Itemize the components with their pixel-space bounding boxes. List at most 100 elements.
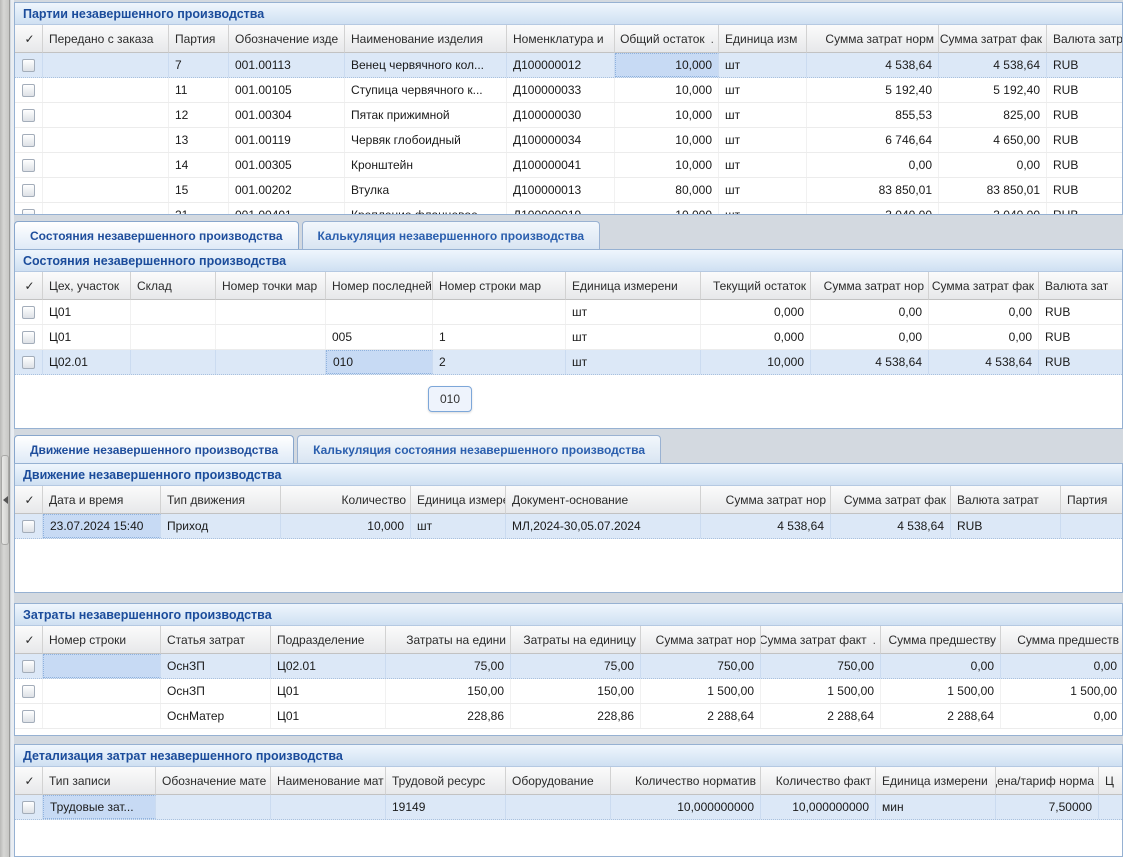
- table-cell[interactable]: 2 288,64: [761, 704, 881, 728]
- table-cell[interactable]: [43, 679, 161, 703]
- table-cell[interactable]: шт: [566, 300, 701, 324]
- table-cell[interactable]: 150,00: [511, 679, 641, 703]
- table-row[interactable]: ОснЗП Ц01 150,00 150,00 1 500,00 1 500,00 1 50…: [15, 679, 1122, 704]
- table-cell[interactable]: 7: [169, 53, 229, 77]
- table-row[interactable]: ОснЗП Ц02.01 75,00 75,00 750,00 750,00 0,00 0,0…: [15, 654, 1122, 679]
- table-cell[interactable]: 4 538,64: [939, 53, 1047, 77]
- table-cell[interactable]: шт: [719, 103, 807, 127]
- table-cell[interactable]: 0,00: [811, 300, 929, 324]
- table-cell[interactable]: 0,00: [1001, 704, 1122, 728]
- table-cell[interactable]: 228,86: [511, 704, 641, 728]
- table-cell[interactable]: 80,000: [615, 178, 719, 202]
- table-cell[interactable]: 2 288,64: [881, 704, 1001, 728]
- row-checkbox[interactable]: [22, 133, 35, 147]
- table-cell[interactable]: 1 500,00: [1001, 679, 1122, 703]
- table-cell[interactable]: RUB: [1047, 203, 1122, 214]
- table-cell[interactable]: 4 538,64: [701, 514, 831, 538]
- table-row[interactable]: 11 001.00105 Ступица червячного к... Д10000…: [15, 78, 1122, 103]
- table-cell[interactable]: 13: [169, 128, 229, 152]
- table-cell[interactable]: 6 746,64: [807, 128, 939, 152]
- column-header[interactable]: Сумма затрат фак: [929, 272, 1039, 300]
- table-cell[interactable]: шт: [719, 178, 807, 202]
- row-checkbox[interactable]: [22, 83, 35, 97]
- table-cell[interactable]: RUB: [1039, 350, 1122, 374]
- select-all-header[interactable]: ✓: [15, 626, 43, 654]
- table-row[interactable]: Ц02.01 010 2 шт 10,000 4 538,64 4 538,64 RUB: [15, 350, 1122, 375]
- table-cell[interactable]: 10,000000000: [761, 795, 876, 819]
- table-cell[interactable]: Трудовые зат...: [43, 795, 156, 819]
- column-header[interactable]: Передано с заказа: [43, 25, 169, 53]
- column-header[interactable]: Партия: [1061, 486, 1122, 514]
- column-header[interactable]: Номер строки мар: [433, 272, 566, 300]
- table-cell[interactable]: Д100000034: [507, 128, 615, 152]
- table-cell[interactable]: [131, 325, 216, 349]
- column-header[interactable]: Наименование мат: [271, 767, 386, 795]
- table-row[interactable]: 7 001.00113 Венец червячного кол... Д100000…: [15, 53, 1122, 78]
- table-cell[interactable]: 2: [433, 350, 566, 374]
- table-cell[interactable]: 0,00: [881, 654, 1001, 678]
- table-cell[interactable]: 10,000: [615, 103, 719, 127]
- row-checkbox[interactable]: [22, 355, 35, 369]
- table-cell[interactable]: [216, 300, 326, 324]
- table-cell[interactable]: 5 192,40: [807, 78, 939, 102]
- table-cell[interactable]: [216, 325, 326, 349]
- table-cell[interactable]: RUB: [1047, 53, 1122, 77]
- table-cell[interactable]: 4 650,00: [939, 128, 1047, 152]
- table-cell[interactable]: RUB: [951, 514, 1061, 538]
- table-cell[interactable]: 10,000000000: [611, 795, 761, 819]
- table-cell[interactable]: Крепление фланцевое: [345, 203, 507, 214]
- table-cell[interactable]: шт: [719, 153, 807, 177]
- table-cell[interactable]: 11: [169, 78, 229, 102]
- table-row[interactable]: ОснМатер Ц01 228,86 228,86 2 288,64 2 288,64 2…: [15, 704, 1122, 729]
- table-cell[interactable]: ОснМатер: [161, 704, 271, 728]
- table-cell[interactable]: Д100000012: [507, 53, 615, 77]
- table-cell[interactable]: [43, 153, 169, 177]
- table-cell[interactable]: мин: [876, 795, 996, 819]
- column-header[interactable]: Сумма затрат нор: [641, 626, 761, 654]
- table-cell[interactable]: 75,00: [386, 654, 511, 678]
- table-cell[interactable]: 855,53: [807, 103, 939, 127]
- table-cell[interactable]: 19149: [386, 795, 506, 819]
- table-cell[interactable]: 001.00105: [229, 78, 345, 102]
- table-cell[interactable]: шт: [719, 78, 807, 102]
- table-cell[interactable]: Ц01: [271, 679, 386, 703]
- table-cell[interactable]: 0,000: [701, 300, 811, 324]
- table-cell[interactable]: Ц02.01: [271, 654, 386, 678]
- table-cell[interactable]: Втулка: [345, 178, 507, 202]
- table-cell[interactable]: 4 538,64: [807, 53, 939, 77]
- table-cell[interactable]: Д100000030: [507, 103, 615, 127]
- column-header[interactable]: Затраты на едини: [386, 626, 511, 654]
- select-all-header[interactable]: ✓: [15, 486, 43, 514]
- table-cell[interactable]: [271, 795, 386, 819]
- table-cell[interactable]: 75,00: [511, 654, 641, 678]
- table-cell[interactable]: [43, 103, 169, 127]
- table-row[interactable]: 21 001.00401 Крепление фланцевое Д100000019…: [15, 203, 1122, 214]
- table-cell[interactable]: 7,50000: [996, 795, 1099, 819]
- row-checkbox[interactable]: [22, 158, 35, 172]
- table-cell[interactable]: 0,00: [1001, 654, 1122, 678]
- table-cell[interactable]: [43, 78, 169, 102]
- table-cell[interactable]: Ц01: [43, 300, 131, 324]
- table-cell[interactable]: RUB: [1039, 325, 1122, 349]
- tab-inactive[interactable]: Калькуляция состояния незавершенного про…: [297, 435, 662, 463]
- table-cell[interactable]: [43, 654, 161, 678]
- table-cell[interactable]: RUB: [1047, 103, 1122, 127]
- table-cell[interactable]: 150,00: [386, 679, 511, 703]
- table-cell[interactable]: RUB: [1047, 153, 1122, 177]
- column-header[interactable]: Общий остаток.: [615, 25, 719, 53]
- table-row[interactable]: 15 001.00202 Втулка Д100000013 80,000 шт 83 85…: [15, 178, 1122, 203]
- column-header[interactable]: Сумма затрат нор: [701, 486, 831, 514]
- table-cell[interactable]: 10,000: [615, 203, 719, 214]
- table-cell[interactable]: [326, 300, 433, 324]
- column-header[interactable]: Сумма предшеств: [1001, 626, 1122, 654]
- table-cell[interactable]: 83 850,01: [807, 178, 939, 202]
- column-header[interactable]: Сумма затрат факт.: [761, 626, 881, 654]
- table-cell[interactable]: [43, 704, 161, 728]
- row-checkbox[interactable]: [22, 330, 35, 344]
- table-cell[interactable]: Ц02.01: [43, 350, 131, 374]
- table-cell[interactable]: 0,000: [701, 325, 811, 349]
- column-header[interactable]: Обозначение изде: [229, 25, 345, 53]
- column-header[interactable]: Валюта зат: [1039, 272, 1122, 300]
- table-cell[interactable]: [506, 795, 611, 819]
- column-header[interactable]: Подразделение: [271, 626, 386, 654]
